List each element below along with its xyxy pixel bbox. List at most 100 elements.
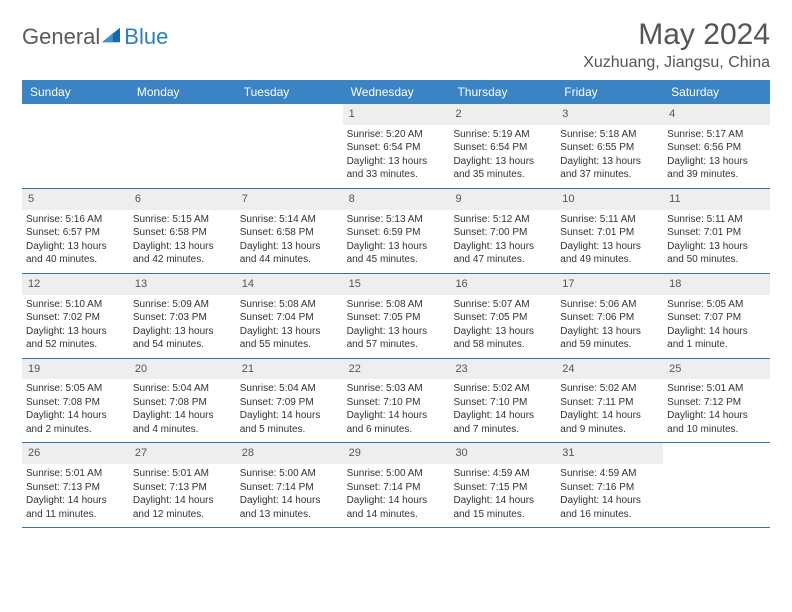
calendar-day-cell: 5Sunrise: 5:16 AMSunset: 6:57 PMDaylight… (22, 189, 129, 273)
sunrise-text: Sunrise: 4:59 AM (560, 467, 659, 481)
sunrise-text: Sunrise: 5:13 AM (347, 213, 446, 227)
daylight-text: Daylight: 13 hours (560, 155, 659, 169)
daylight-text: and 33 minutes. (347, 168, 446, 182)
daylight-text: Daylight: 13 hours (240, 325, 339, 339)
daylight-text: Daylight: 14 hours (133, 494, 232, 508)
daylight-text: Daylight: 14 hours (26, 409, 125, 423)
sunset-text: Sunset: 6:54 PM (347, 141, 446, 155)
calendar-day-cell: 19Sunrise: 5:05 AMSunset: 7:08 PMDayligh… (22, 359, 129, 443)
calendar-day-cell: 18Sunrise: 5:05 AMSunset: 7:07 PMDayligh… (663, 274, 770, 358)
daylight-text: Daylight: 13 hours (26, 240, 125, 254)
sunset-text: Sunset: 7:01 PM (667, 226, 766, 240)
day-number: 24 (556, 359, 663, 380)
weekday-header: Saturday (663, 80, 770, 104)
day-number: 23 (449, 359, 556, 380)
daylight-text: and 5 minutes. (240, 423, 339, 437)
day-number: 2 (449, 104, 556, 125)
brand-text-general: General (22, 24, 100, 50)
daylight-text: and 35 minutes. (453, 168, 552, 182)
sunrise-text: Sunrise: 5:12 AM (453, 213, 552, 227)
daylight-text: and 57 minutes. (347, 338, 446, 352)
sunset-text: Sunset: 7:06 PM (560, 311, 659, 325)
sunrise-text: Sunrise: 5:00 AM (240, 467, 339, 481)
sunrise-text: Sunrise: 5:04 AM (133, 382, 232, 396)
sunrise-text: Sunrise: 5:08 AM (347, 298, 446, 312)
sunset-text: Sunset: 7:00 PM (453, 226, 552, 240)
calendar-day-cell: 21Sunrise: 5:04 AMSunset: 7:09 PMDayligh… (236, 359, 343, 443)
sunset-text: Sunset: 7:10 PM (453, 396, 552, 410)
daylight-text: Daylight: 14 hours (560, 494, 659, 508)
calendar-week-row: 12Sunrise: 5:10 AMSunset: 7:02 PMDayligh… (22, 274, 770, 359)
day-number: 4 (663, 104, 770, 125)
calendar-week-row: 5Sunrise: 5:16 AMSunset: 6:57 PMDaylight… (22, 189, 770, 274)
daylight-text: Daylight: 13 hours (240, 240, 339, 254)
sunrise-text: Sunrise: 5:08 AM (240, 298, 339, 312)
sunrise-text: Sunrise: 5:11 AM (560, 213, 659, 227)
daylight-text: Daylight: 13 hours (560, 240, 659, 254)
sunrise-text: Sunrise: 5:20 AM (347, 128, 446, 142)
sunrise-text: Sunrise: 5:07 AM (453, 298, 552, 312)
sunset-text: Sunset: 7:05 PM (453, 311, 552, 325)
sunrise-text: Sunrise: 5:02 AM (560, 382, 659, 396)
sunrise-text: Sunrise: 5:15 AM (133, 213, 232, 227)
weekday-header: Tuesday (236, 80, 343, 104)
daylight-text: Daylight: 13 hours (667, 155, 766, 169)
calendar-day-cell: 22Sunrise: 5:03 AMSunset: 7:10 PMDayligh… (343, 359, 450, 443)
daylight-text: Daylight: 13 hours (347, 240, 446, 254)
sunrise-text: Sunrise: 5:05 AM (26, 382, 125, 396)
daylight-text: and 11 minutes. (26, 508, 125, 522)
sunset-text: Sunset: 7:04 PM (240, 311, 339, 325)
daylight-text: and 47 minutes. (453, 253, 552, 267)
calendar-day-cell: 16Sunrise: 5:07 AMSunset: 7:05 PMDayligh… (449, 274, 556, 358)
day-number: 22 (343, 359, 450, 380)
sunrise-text: Sunrise: 5:10 AM (26, 298, 125, 312)
sunset-text: Sunset: 7:07 PM (667, 311, 766, 325)
daylight-text: Daylight: 13 hours (347, 155, 446, 169)
daylight-text: and 10 minutes. (667, 423, 766, 437)
sunrise-text: Sunrise: 5:03 AM (347, 382, 446, 396)
calendar-day-cell: 2Sunrise: 5:19 AMSunset: 6:54 PMDaylight… (449, 104, 556, 188)
calendar-day-cell: 25Sunrise: 5:01 AMSunset: 7:12 PMDayligh… (663, 359, 770, 443)
daylight-text: and 55 minutes. (240, 338, 339, 352)
day-number: 16 (449, 274, 556, 295)
calendar-week-row: 26Sunrise: 5:01 AMSunset: 7:13 PMDayligh… (22, 443, 770, 528)
calendar-day-cell: 11Sunrise: 5:11 AMSunset: 7:01 PMDayligh… (663, 189, 770, 273)
day-number: 29 (343, 443, 450, 464)
day-number: 31 (556, 443, 663, 464)
day-number: 13 (129, 274, 236, 295)
daylight-text: and 42 minutes. (133, 253, 232, 267)
sunset-text: Sunset: 7:01 PM (560, 226, 659, 240)
sunset-text: Sunset: 6:58 PM (240, 226, 339, 240)
calendar-day-cell (22, 104, 129, 188)
sunrise-text: Sunrise: 5:18 AM (560, 128, 659, 142)
day-number: 12 (22, 274, 129, 295)
daylight-text: and 2 minutes. (26, 423, 125, 437)
sunrise-text: Sunrise: 5:17 AM (667, 128, 766, 142)
daylight-text: Daylight: 14 hours (240, 409, 339, 423)
sunrise-text: Sunrise: 5:01 AM (26, 467, 125, 481)
header: General Blue May 2024 Xuzhuang, Jiangsu,… (22, 18, 770, 72)
day-number: 8 (343, 189, 450, 210)
sunrise-text: Sunrise: 5:01 AM (133, 467, 232, 481)
sunrise-text: Sunrise: 5:01 AM (667, 382, 766, 396)
daylight-text: and 4 minutes. (133, 423, 232, 437)
sunset-text: Sunset: 7:15 PM (453, 481, 552, 495)
daylight-text: Daylight: 14 hours (560, 409, 659, 423)
daylight-text: and 40 minutes. (26, 253, 125, 267)
daylight-text: and 13 minutes. (240, 508, 339, 522)
daylight-text: Daylight: 13 hours (347, 325, 446, 339)
daylight-text: and 7 minutes. (453, 423, 552, 437)
sunrise-text: Sunrise: 5:02 AM (453, 382, 552, 396)
daylight-text: Daylight: 13 hours (560, 325, 659, 339)
calendar-day-cell: 1Sunrise: 5:20 AMSunset: 6:54 PMDaylight… (343, 104, 450, 188)
daylight-text: Daylight: 14 hours (26, 494, 125, 508)
day-number: 27 (129, 443, 236, 464)
calendar-day-cell: 7Sunrise: 5:14 AMSunset: 6:58 PMDaylight… (236, 189, 343, 273)
calendar-week-row: 19Sunrise: 5:05 AMSunset: 7:08 PMDayligh… (22, 359, 770, 444)
weekday-header: Wednesday (343, 80, 450, 104)
daylight-text: and 15 minutes. (453, 508, 552, 522)
calendar-day-cell (663, 443, 770, 527)
daylight-text: and 12 minutes. (133, 508, 232, 522)
calendar: Sunday Monday Tuesday Wednesday Thursday… (22, 80, 770, 528)
daylight-text: Daylight: 14 hours (453, 494, 552, 508)
